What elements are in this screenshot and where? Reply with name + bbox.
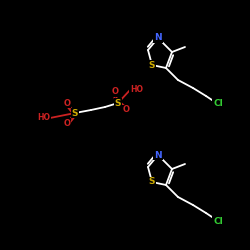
Text: S: S bbox=[115, 98, 121, 108]
Text: S: S bbox=[149, 178, 155, 186]
Text: N: N bbox=[154, 150, 162, 160]
Text: Cl: Cl bbox=[213, 216, 223, 226]
Text: S: S bbox=[149, 60, 155, 70]
Text: O: O bbox=[64, 98, 70, 108]
Text: O: O bbox=[122, 106, 130, 114]
Text: O: O bbox=[112, 88, 118, 96]
Text: HO: HO bbox=[37, 114, 50, 122]
Text: S: S bbox=[72, 108, 78, 118]
Text: N: N bbox=[154, 34, 162, 42]
Text: Cl: Cl bbox=[213, 100, 223, 108]
Text: O: O bbox=[64, 118, 70, 128]
Text: HO: HO bbox=[130, 86, 143, 94]
